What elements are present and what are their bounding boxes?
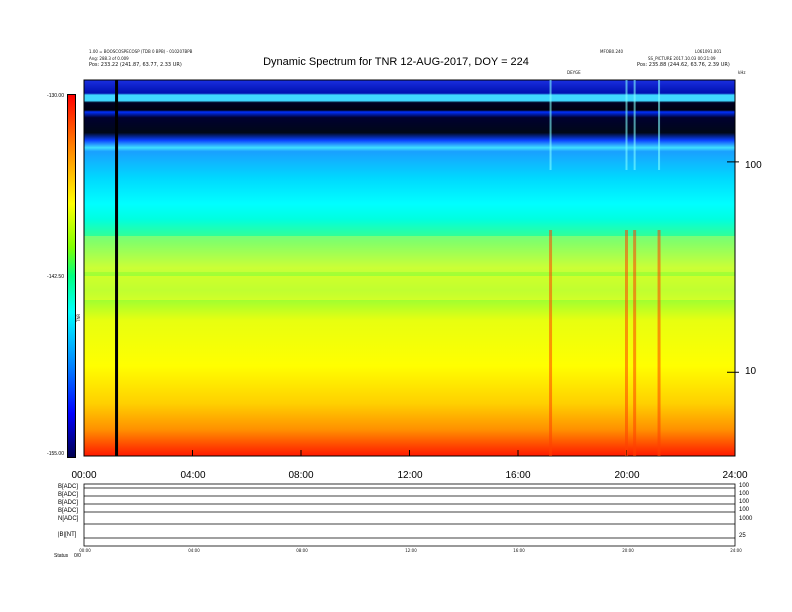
- panel-label-1: B[ADC]: [58, 484, 79, 490]
- y-tick-label-10: 10: [745, 366, 757, 377]
- spectral-spike: [625, 80, 628, 170]
- x-tick-label-0: 00:00: [71, 470, 97, 481]
- panel-x-tick-5: 20:00: [622, 548, 634, 553]
- colorbar-mid-label: -142.50: [47, 274, 64, 280]
- status-value: 0/0: [74, 553, 81, 559]
- spectral-spike: [633, 230, 637, 456]
- panel-x-tick-0: 00:00: [79, 548, 91, 553]
- header-info-line-2: Ang: 288.3 of 0.009: [89, 56, 129, 61]
- panel-label-6: |B|[NT]: [58, 532, 77, 538]
- x-tick-label-1: 04:00: [180, 470, 206, 481]
- panel-right-tick-3: 100: [739, 499, 750, 505]
- panel-x-tick-2: 08:00: [296, 548, 308, 553]
- panel-right-tick-5: 1000: [739, 516, 753, 522]
- colorbar: [67, 94, 76, 458]
- panel-x-tick-4: 16:00: [513, 548, 525, 553]
- panel-x-tick-1: 04:00: [188, 548, 200, 553]
- x-tick-label-6: 24:00: [722, 470, 748, 481]
- panel-x-tick-6: 24:00: [730, 548, 742, 553]
- spectral-spike: [658, 80, 661, 170]
- panel-label-4: B[ADC]: [58, 508, 79, 514]
- panel-x-tick-3: 12:00: [405, 548, 417, 553]
- panel-label-2: B[ADC]: [58, 492, 79, 498]
- header-right-line-3: Pos: 235.88 (244.62, 63.76, 2.39 UR): [637, 62, 730, 68]
- x-tick-label-5: 20:00: [614, 470, 640, 481]
- frequency-unit-tag: kHz: [738, 70, 746, 75]
- panel-right-tick-4: 100: [739, 507, 750, 513]
- event-marker-label: DEYGE: [567, 70, 581, 75]
- panel-right-tick-6: 25: [739, 533, 746, 539]
- header-right-line-1: L061091.001: [695, 49, 722, 54]
- y-tick-label-100: 100: [745, 160, 762, 171]
- spectral-spike: [625, 230, 628, 456]
- panel-label-3: B[ADC]: [58, 500, 79, 506]
- header-info-line-3: Pos: 233.22 (241.87, 63.77, 2.33 UR): [89, 62, 182, 68]
- panel-label-5: N[ADC]: [58, 516, 79, 522]
- status-label: Status: [54, 553, 69, 559]
- panels-frame: [83, 483, 736, 547]
- x-tick-label-3: 12:00: [397, 470, 423, 481]
- x-tick-label-2: 08:00: [288, 470, 314, 481]
- header-mid-tag: MFOB0.240: [600, 49, 624, 54]
- colorbar-top-label: -130.00: [47, 93, 64, 99]
- spectral-spike: [633, 80, 636, 170]
- header-info-line-1: 1.00 = BOOSCOSPECOSP (TDB 0 BPB) - 01020…: [89, 49, 193, 54]
- chart-title: Dynamic Spectrum for TNR 12-AUG-2017, DO…: [263, 56, 529, 68]
- spectral-spike: [657, 230, 661, 456]
- panel-right-tick-1: 100: [739, 483, 750, 489]
- vertical-time-marker: [115, 80, 119, 456]
- panel-right-tick-2: 100: [739, 491, 750, 497]
- header-right-line-2: SS_PICTURE 2017.10.03 00:21:09: [648, 56, 716, 61]
- colorbar-bottom-label: -155.00: [47, 451, 64, 457]
- spectral-spike: [549, 230, 553, 456]
- spectral-spike: [549, 80, 552, 170]
- x-tick-label-4: 16:00: [505, 470, 531, 481]
